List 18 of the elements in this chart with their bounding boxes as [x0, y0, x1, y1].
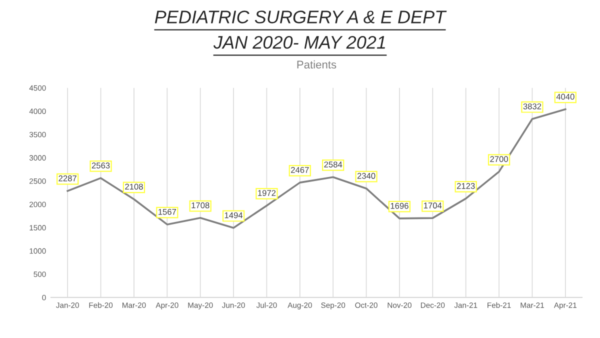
data-label: 2467 — [291, 167, 309, 173]
data-label: 2123 — [456, 183, 475, 189]
data-label: 2700 — [490, 156, 508, 162]
data-label: 2584 — [324, 162, 342, 168]
data-label: 1494 — [224, 212, 243, 218]
chart-subtitle: Patients — [297, 60, 336, 69]
data-label: 1708 — [192, 202, 210, 208]
data-label: 3832 — [523, 103, 542, 110]
data-label: 1972 — [258, 190, 276, 196]
data-label: 1696 — [390, 202, 408, 209]
data-label: 1704 — [424, 202, 442, 208]
chart-title: PEDIATRIC SURGERY A & E DEPT JAN 2020- MAY 2021 — [154, 10, 447, 49]
data-label: 2340 — [357, 172, 376, 179]
data-label: 1567 — [158, 208, 176, 215]
data-label: 2563 — [92, 162, 110, 168]
data-label: 2287 — [58, 175, 76, 182]
data-label: 2108 — [125, 184, 143, 190]
data-label: 4040 — [556, 94, 574, 100]
